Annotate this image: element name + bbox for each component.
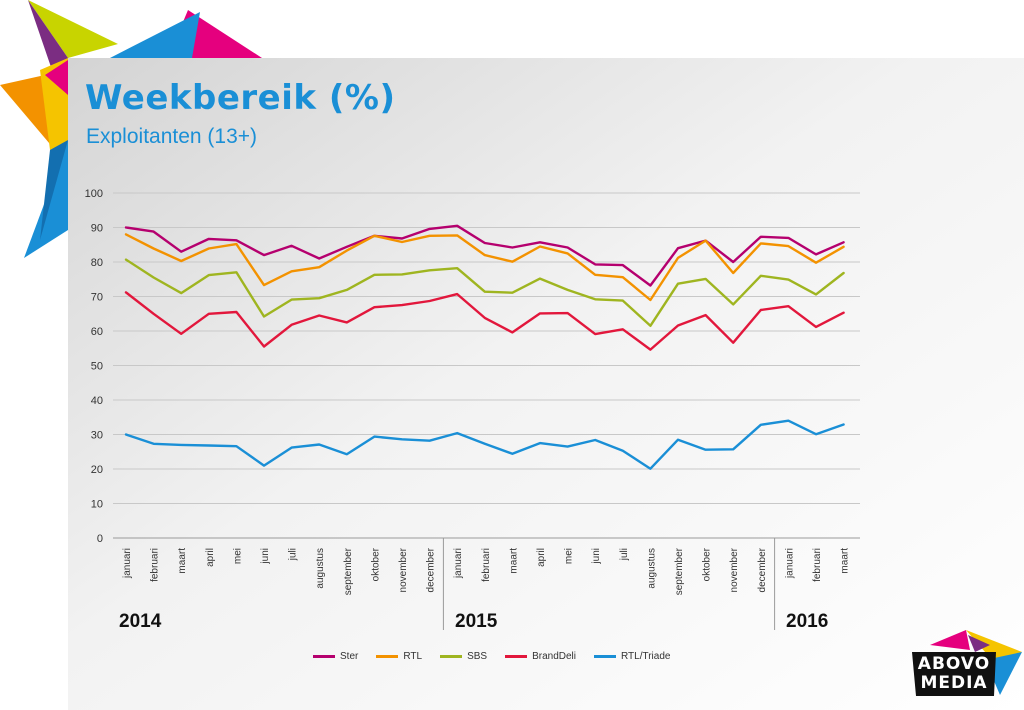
x-tick-label: maart [840, 548, 851, 574]
y-tick-label-70: 70 [91, 292, 103, 304]
chart-legend: Ster RTL SBS BrandDeli RTL/Triade [313, 651, 670, 662]
x-tick-label: januari [453, 548, 464, 579]
x-tick-label: september [674, 547, 685, 595]
y-tick-label-0: 0 [97, 533, 103, 545]
legend-item-ster: Ster [313, 651, 358, 662]
x-tick-label: december [757, 547, 768, 592]
year-label-2014: 2014 [119, 611, 162, 632]
y-tick-label-30: 30 [91, 430, 103, 442]
x-tick-label: januari [122, 548, 133, 579]
x-tick-label: augustus [315, 548, 326, 589]
x-tick-label: februari [812, 548, 823, 582]
series-line-sbs [124, 258, 845, 327]
x-tick-label: maart [508, 548, 519, 574]
logo-purple-shard [968, 635, 990, 652]
logo-black-block [912, 652, 996, 696]
deco-pink-sliver [45, 60, 68, 95]
x-tick-label: april [536, 548, 547, 567]
y-tick-label-90: 90 [91, 223, 103, 235]
series-line-rtl [124, 233, 845, 302]
x-tick-label: juni [260, 548, 271, 565]
y-tick-label-50: 50 [91, 361, 103, 373]
legend-swatch-branddeli [505, 655, 528, 658]
legend-label-rtl-triade: RTL/Triade [621, 651, 671, 662]
series-line-rtl-triade [124, 419, 845, 470]
legend-item-rtl-triade: RTL/Triade [594, 651, 670, 662]
deco-darkblue-shard [40, 140, 68, 240]
legend-swatch-ster [313, 655, 335, 658]
x-tick-label: december [426, 547, 437, 592]
legend-swatch-rtl [376, 655, 399, 658]
logo-yellow-shard [966, 630, 1022, 660]
chart-title: Weekbereik (%) [85, 78, 396, 118]
x-tick-label: augustus [646, 548, 657, 589]
x-tick-label: mei [232, 548, 243, 564]
gray-panel [68, 58, 1024, 710]
deco-orange-triangle [0, 75, 55, 150]
legend-label-rtl: RTL [403, 651, 423, 662]
y-tick-label-60: 60 [91, 326, 103, 338]
x-tick-label: juli [288, 548, 299, 561]
series-line-branddeli [124, 291, 845, 351]
x-tick-label: oktober [370, 547, 381, 581]
legend-item-branddeli: BrandDeli [505, 651, 576, 662]
x-tick-label: november [729, 547, 740, 592]
legend-item-rtl: RTL [376, 651, 422, 662]
x-tick-label: juni [591, 548, 602, 565]
year-label-2016: 2016 [786, 611, 829, 632]
y-tick-label-80: 80 [91, 257, 103, 269]
y-tick-label-20: 20 [91, 464, 103, 476]
legend-swatch-rtl-triade [594, 655, 616, 658]
y-tick-label-10: 10 [91, 499, 103, 511]
x-tick-label: april [205, 548, 216, 567]
y-tick-label-100: 100 [85, 188, 103, 200]
x-tick-label: maart [177, 548, 188, 574]
x-tick-label: mei [564, 548, 575, 564]
deco-lime-triangle [28, 0, 118, 58]
x-tick-label: februari [150, 548, 161, 582]
legend-label-ster: Ster [340, 651, 359, 662]
x-tick-label: november [398, 547, 409, 592]
logo-line1: ABOVO [917, 654, 991, 674]
x-tick-label: juli [619, 548, 630, 561]
x-tick-label: september [343, 547, 354, 595]
deco-purple-triangle [28, 0, 68, 70]
y-tick-label-40: 40 [91, 395, 103, 407]
legend-item-sbs: SBS [440, 651, 487, 662]
deco-blue-triangle [110, 12, 200, 58]
logo-pink-shard [930, 630, 970, 650]
legend-label-branddeli: BrandDeli [532, 651, 576, 662]
chart-subtitle: Exploitanten (13+) [86, 125, 258, 148]
logo-line2: MEDIA [920, 673, 988, 693]
x-tick-label: februari [481, 548, 492, 582]
year-label-2015: 2015 [455, 611, 498, 632]
x-tick-label: oktober [702, 547, 713, 581]
legend-swatch-sbs [440, 655, 463, 658]
legend-label-sbs: SBS [467, 651, 488, 662]
x-tick-label: januari [784, 548, 795, 579]
series-line-ster [124, 224, 845, 287]
